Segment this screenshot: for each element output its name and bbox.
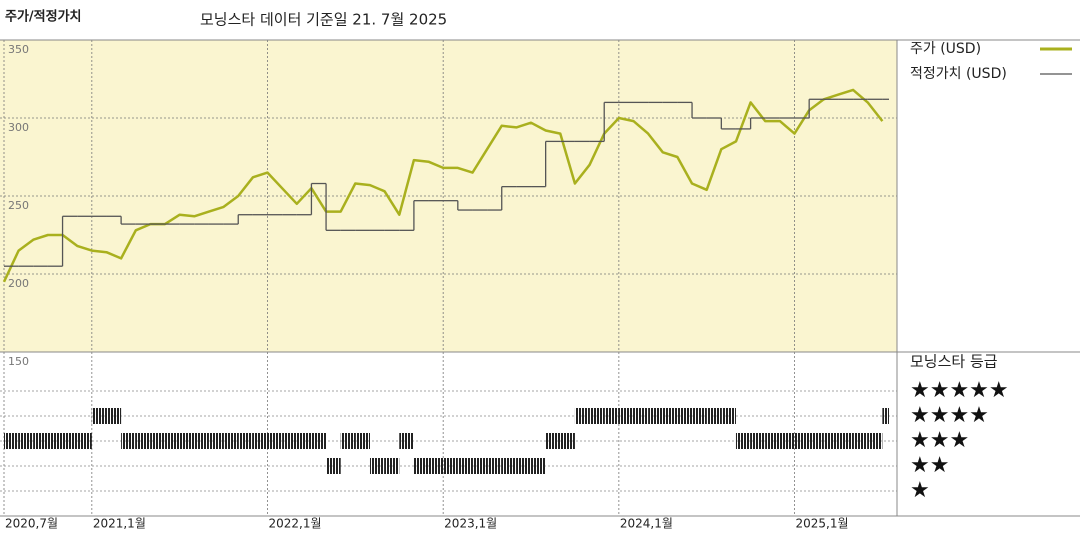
y-tick-label: 300 [8,121,29,134]
x-tick-label: 2024,1월 [620,517,673,531]
y-tick-label: 200 [8,277,29,290]
rating-bar [413,458,429,474]
x-tick-label: 2020,7월 [5,517,58,531]
ratings-title: 모닝스타 등급 [910,353,998,371]
rating-bar [574,408,590,424]
rating-bar [516,458,532,474]
legend-label: 주가 (USD) [910,41,981,57]
rating-bar [633,408,649,424]
rating-bar [194,433,209,449]
rating-bar [369,458,385,474]
rating-bar [706,408,722,424]
rating-bar [648,408,663,424]
rating-bar [853,433,868,449]
y-tick-label: 150 [8,355,29,368]
rating-bar [62,433,78,449]
y-tick-label: 350 [8,43,29,56]
rating-bar [779,433,795,449]
rating-bar [33,433,48,449]
rating-bar [18,433,34,449]
rating-bar [472,458,488,474]
rating-bar [296,433,312,449]
rating-label: ★ [910,478,930,503]
chart-subtitle: 모닝스타 데이터 기준일 21. 7월 2025 [200,11,447,29]
rating-bar [765,433,780,449]
rating-bar [721,408,736,424]
rating-bar [545,433,561,449]
rating-bar [531,458,546,474]
rating-label: ★★★★ [910,403,989,428]
rating-bar [311,433,327,449]
rating-bar [282,433,297,449]
x-tick-label: 2021,1월 [93,517,146,531]
rating-bar [428,458,444,474]
rating-bar [135,433,151,449]
rating-bar [106,408,122,424]
rating-bar [150,433,166,449]
rating-bar [91,408,107,424]
rating-bar [457,458,473,474]
rating-bar [692,408,707,424]
rating-bar [384,458,400,474]
rating-bar [4,433,19,449]
rating-bar [882,408,889,424]
rating-bar [809,433,824,449]
rating-bar [662,408,678,424]
rating-bar [750,433,766,449]
rating-bar [223,433,239,449]
rating-bar [677,408,693,424]
rating-bar [838,433,854,449]
x-tick-label: 2023,1월 [444,517,497,531]
rating-bar [238,433,253,449]
rating-bar [618,408,634,424]
rating-bar [179,433,195,449]
rating-label: ★★ [910,453,949,478]
x-tick-label: 2022,1월 [269,517,322,531]
rating-bar [252,433,268,449]
rating-bar [326,458,341,474]
rating-bar [340,433,356,449]
rating-bar [487,458,502,474]
y-tick-label: 250 [8,199,29,212]
rating-bar [735,433,751,449]
rating-bar [77,433,92,449]
rating-bar [589,408,605,424]
rating-bar [47,433,63,449]
x-tick-label: 2025,1월 [796,517,849,531]
rating-bar [604,408,619,424]
rating-bar [823,433,839,449]
rating-bar [121,433,136,449]
rating-bar [165,433,180,449]
rating-bar [501,458,517,474]
rating-bar [399,433,414,449]
rating-bar [443,458,458,474]
rating-bar [560,433,575,449]
rating-bar [267,433,283,449]
rating-bar [208,433,224,449]
rating-label: ★★★ [910,428,969,453]
rating-bar [867,433,883,449]
legend-label: 적정가치 (USD) [910,66,1007,82]
rating-bar [794,433,810,449]
rating-label: ★★★★★ [910,378,1009,403]
chart-title: 주가/적정가치 [5,9,82,25]
rating-bar [355,433,370,449]
